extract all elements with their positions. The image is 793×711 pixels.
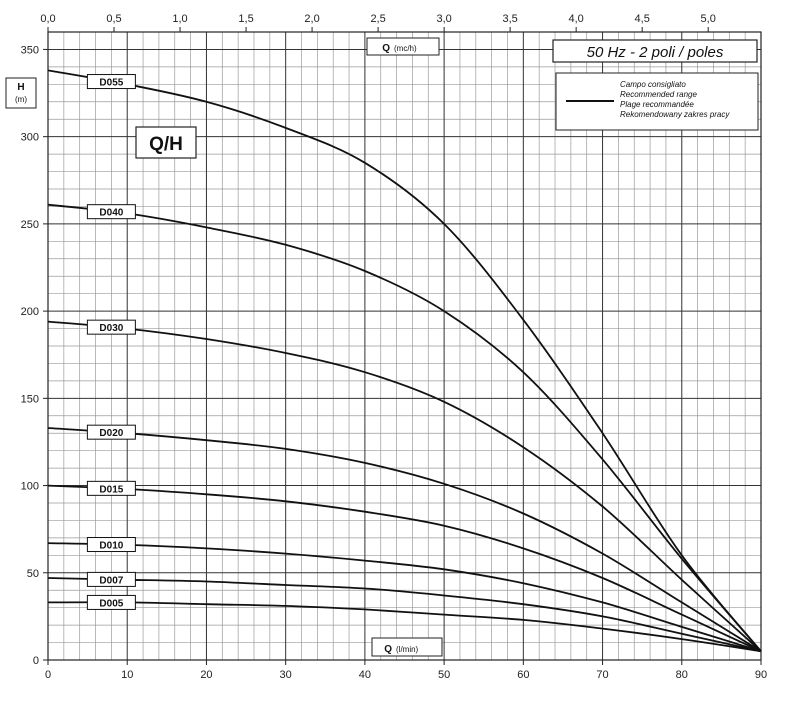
y-axis-label-unit: (m): [15, 95, 27, 104]
y-tick-label: 350: [21, 44, 39, 56]
legend-line-4: Rekomendowany zakres pracy: [620, 110, 730, 119]
legend-line-3: Plage recommandée: [620, 100, 694, 109]
curve-d040: [47, 203, 762, 652]
bottom-axis-label: Q (l/min): [371, 637, 443, 657]
top-tick-label: 4,5: [635, 13, 650, 25]
bottom-tick-label: 30: [280, 669, 292, 681]
y-tick-label: 200: [21, 306, 39, 318]
bottom-tick-label: 20: [200, 669, 212, 681]
top-axis-label-unit: (mc/h): [394, 44, 417, 53]
series-label-d030: D030: [99, 323, 123, 334]
series-label-d055: D055: [99, 78, 123, 89]
major-grid: [48, 32, 761, 660]
chart-title: Q/H: [135, 126, 197, 159]
series-label-box-d007: [86, 571, 136, 587]
top-tick-label: 2,5: [370, 13, 385, 25]
bottom-axis-label-unit: (l/min): [396, 645, 419, 654]
series-labels: D055 D040 D030 D020 D015 D010 D007 D005: [86, 74, 136, 610]
chart-title-box: [135, 126, 197, 159]
series-label-d015: D015: [99, 484, 123, 495]
series-label-d020: D020: [99, 428, 123, 439]
chart-title-text: Q/H: [149, 134, 183, 155]
top-axis-label-box: [366, 37, 440, 56]
top-tick-label: 3,5: [502, 13, 517, 25]
curve-d005: [47, 601, 762, 653]
top-tick-label: 4,0: [568, 13, 583, 25]
series-curves: [47, 69, 762, 653]
curve-d020: [47, 427, 762, 653]
legend: Campo consigliato Recommended range Plag…: [555, 72, 759, 131]
series-label-box-d015: [86, 480, 136, 496]
curve-d010: [47, 542, 762, 653]
plot-frame: [47, 31, 762, 661]
top-axis-ticks: 0,0 0,5 1,0 1,5 2,0 2,5 3,0 3,5 4,0 4,5 5,0: [40, 13, 716, 32]
curve-d055: [47, 69, 762, 652]
top-axis-label: Q (mc/h): [366, 37, 440, 56]
frequency-label-text: 50 Hz - 2 poli / poles: [587, 44, 724, 61]
series-label-d007: D007: [99, 575, 123, 586]
bottom-axis-ticks: 0 10 20 30 40 50 60 70 80 90: [45, 660, 767, 681]
series-label-box-d030: [86, 319, 136, 335]
curve-d015: [47, 484, 762, 653]
y-tick-label: 50: [27, 568, 39, 580]
series-label-d010: D010: [99, 541, 123, 552]
top-tick-label: 1,0: [172, 13, 187, 25]
y-tick-label: 0: [33, 655, 39, 667]
y-axis-ticks: 0 50 100 150 200 250 300 350: [21, 44, 48, 667]
series-label-box-d055: [86, 74, 136, 90]
y-axis-label: H (m): [5, 77, 37, 109]
bottom-tick-label: 40: [359, 669, 371, 681]
curve-d007: [47, 577, 762, 653]
y-tick-label: 250: [21, 219, 39, 231]
top-tick-label: 5,0: [701, 13, 716, 25]
bottom-tick-label: 50: [438, 669, 450, 681]
series-label-d040: D040: [99, 208, 123, 219]
y-axis-label-main: H: [17, 82, 24, 93]
bottom-axis-label-box: [371, 637, 443, 657]
top-tick-label: 3,0: [436, 13, 451, 25]
top-tick-label: 2,0: [304, 13, 319, 25]
series-label-d005: D005: [99, 598, 123, 609]
bottom-tick-label: 10: [121, 669, 133, 681]
curve-d030: [47, 320, 762, 652]
frequency-label-box: [552, 39, 758, 63]
y-tick-label: 100: [21, 481, 39, 493]
y-axis-label-box: [5, 77, 37, 109]
y-tick-label: 300: [21, 132, 39, 144]
top-tick-label: 0,0: [40, 13, 55, 25]
legend-line-1: Campo consigliato: [620, 80, 686, 89]
bottom-tick-label: 0: [45, 669, 51, 681]
top-tick-label: 0,5: [106, 13, 121, 25]
bottom-axis-label-main: Q: [384, 644, 392, 655]
bottom-tick-label: 90: [755, 669, 767, 681]
top-axis-label-main: Q: [382, 43, 390, 54]
frequency-label: 50 Hz - 2 poli / poles: [552, 39, 758, 63]
series-label-box-d005: [86, 594, 136, 610]
series-label-box-d020: [86, 424, 136, 440]
series-label-box-d010: [86, 537, 136, 553]
bottom-tick-label: 60: [517, 669, 529, 681]
bottom-tick-label: 80: [676, 669, 688, 681]
series-label-box-d040: [86, 204, 136, 220]
bottom-tick-label: 70: [596, 669, 608, 681]
top-tick-label: 1,5: [238, 13, 253, 25]
y-tick-label: 150: [21, 393, 39, 405]
legend-line-2: Recommended range: [620, 90, 697, 99]
